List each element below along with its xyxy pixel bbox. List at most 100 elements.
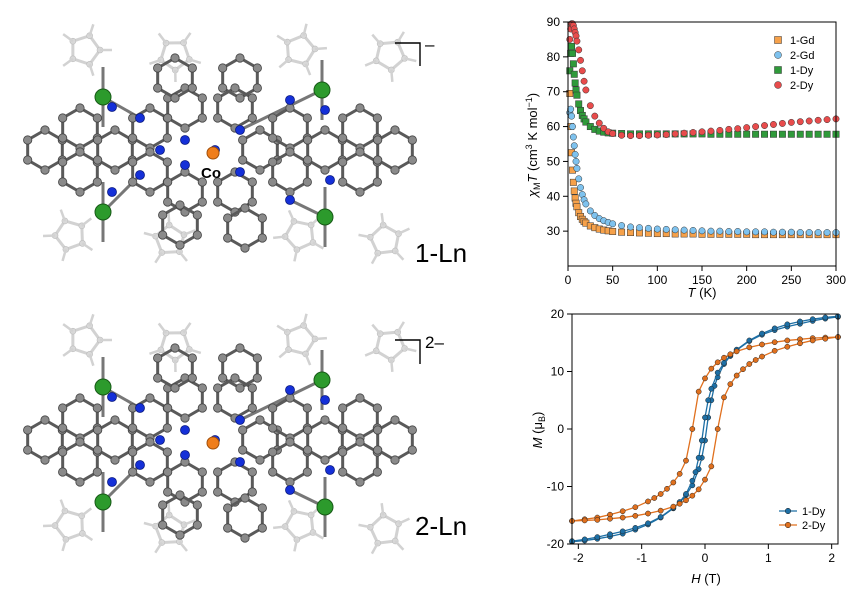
ligand-ring-18-atom-3 — [218, 64, 226, 72]
nitrogen-atom-4 — [181, 426, 190, 435]
nitrogen-atom-7 — [236, 168, 245, 177]
ligand-ring-1 — [63, 108, 98, 148]
chart2-point-2-Dy-descending-12 — [709, 366, 714, 371]
ligand-ring-17-atom-2 — [153, 374, 161, 382]
cp-ring-0-methyl-4 — [90, 24, 94, 35]
chart1-point-2-Gd-2 — [568, 113, 574, 119]
chart2-point-2-Dy-ascending-7 — [658, 508, 663, 513]
ligand-ring-18-atom-1 — [236, 94, 244, 102]
ligand-ring-4-atom-0 — [163, 134, 171, 142]
cp-ring-1-methyl-4 — [184, 323, 191, 333]
cp-ring-4-methyl-2 — [277, 36, 287, 42]
chart2-line-1-Dy-descending — [572, 317, 838, 542]
chart1-point-2-Dy-15 — [592, 113, 598, 119]
chart2-point-2-Dy-ascending-24 — [785, 344, 790, 349]
cp-ring-2-methyl-4 — [82, 508, 91, 515]
chart1-point-1-Dy-37 — [770, 131, 776, 137]
lanthanide-atom-3 — [317, 209, 333, 225]
chart1-legend-label-2-Gd: 2-Gd — [790, 50, 814, 62]
ligand-ring-5-atom-4 — [146, 148, 154, 156]
ligand-ring-20-atom-2 — [223, 524, 231, 532]
chart2-point-2-Dy-descending-24 — [620, 509, 625, 514]
ligand-ring-10-atom-5 — [248, 178, 256, 186]
structure-1-ln — [23, 24, 416, 264]
chart1-point-2-Dy-9 — [576, 47, 582, 53]
cp-ring-2-methyl-0 — [82, 243, 92, 250]
chart2-point-2-Dy-descending-8 — [734, 349, 739, 354]
ligand-ring-11-atom-5 — [303, 404, 311, 412]
chart1-point-2-Dy-8 — [574, 38, 580, 44]
cp-ring-0 — [73, 326, 100, 355]
chart2-point-2-Dy-descending-22 — [645, 499, 650, 504]
ligand-ring-10-atom-3 — [213, 468, 221, 476]
chart2-point-2-Dy-descending-9 — [728, 352, 733, 357]
cp-ring-6-methyl-1 — [273, 237, 285, 238]
nitrogen-atom-10 — [321, 106, 330, 115]
chart1-point-2-Dy-24 — [654, 132, 660, 138]
chart1-point-1-Gd-8 — [574, 204, 580, 210]
ligand-ring-12-atom-4 — [286, 148, 294, 156]
ligand-ring-16-atom-5 — [408, 426, 416, 434]
nitrogen-atom-3 — [108, 188, 117, 197]
chart2-point-2-Dy-ascending-5 — [633, 513, 638, 518]
chart2-point-1-Dy-ascending-7 — [658, 514, 663, 519]
ligand-ring-18-atom-4 — [236, 54, 244, 62]
atom-label-co: Co — [201, 165, 221, 182]
ligand-ring-8-atom-5 — [248, 94, 256, 102]
chart1-ytick-label-50: 50 — [547, 154, 561, 168]
chart1-legend-marker-2-Gd — [775, 52, 782, 59]
chart1-point-2-Dy-32 — [726, 126, 732, 132]
ligand-ring-14-atom-2 — [338, 424, 346, 432]
chart2-point-2-Dy-ascending-23 — [772, 348, 777, 353]
chart2-point-1-Dy-ascending-1 — [582, 537, 587, 542]
ligand-ring-6-atom-1 — [181, 124, 189, 132]
ligand-ring-20-atom-4 — [241, 204, 249, 212]
cp-ring-2-methyl-1 — [63, 249, 66, 261]
ligand-ring-7-atom-3 — [163, 178, 171, 186]
ligand-ring-12-atom-3 — [268, 158, 276, 166]
chart2-point-2-Dy-descending-4 — [785, 338, 790, 343]
ligand-ring-14-atom-5 — [373, 404, 381, 412]
cp-ring-2 — [55, 221, 82, 250]
ligand-ring-0-atom-3 — [23, 136, 31, 144]
chart1-point-2-Gd-5 — [571, 143, 577, 149]
ligand-ring-7 — [168, 462, 203, 502]
chart1-point-2-Dy-37 — [770, 121, 776, 127]
chart1-point-2-Dy-38 — [779, 120, 785, 126]
ligand-ring-3-atom-2 — [93, 156, 101, 164]
chart1-point-2-Dy-43 — [824, 116, 830, 122]
chart2-point-2-Dy-ascending-8 — [671, 504, 676, 509]
ligand-ring-13-atom-3 — [303, 426, 311, 434]
ligand-ring-2-atom-0 — [93, 178, 101, 186]
cp-ring-0-methyl-3 — [63, 324, 73, 331]
ligand-ring-4-atom-4 — [146, 104, 154, 112]
chart1-ytick-label-40: 40 — [547, 189, 561, 203]
ligand-ring-20-atom-1 — [241, 534, 249, 542]
charge-1: – — [425, 35, 435, 54]
chart2-ytick-label-10: 10 — [551, 365, 565, 379]
ligand-ring-12-atom-2 — [268, 178, 276, 186]
chart1-legend-label-1-Dy: 1-Dy — [790, 65, 814, 77]
cp-ring-1-methyl-3 — [159, 323, 166, 333]
ligand-ring-17-atom-1 — [171, 384, 179, 392]
chart2-xtick-label-0: 0 — [702, 551, 709, 565]
ligand-ring-14-atom-5 — [373, 114, 381, 122]
chart2-point-1-Dy-ascending-3 — [607, 532, 612, 537]
ligand-ring-18-atom-5 — [253, 354, 261, 362]
chart1-point-2-Gd-37 — [770, 229, 776, 235]
chart2-point-1-Dy-ascending-17 — [709, 386, 714, 391]
chart1-point-2-Gd-31 — [717, 228, 723, 234]
cp-ring-6-methyl-1 — [273, 527, 285, 528]
chart1-point-1-Gd-5 — [571, 188, 577, 194]
ligand-ring-16-atom-1 — [391, 456, 399, 464]
chart2-point-1-Dy-ascending-11 — [690, 478, 695, 483]
ligand-ring-14-atom-3 — [338, 404, 346, 412]
chart1-point-2-Gd-43 — [824, 229, 830, 235]
chart1-point-2-Dy-26 — [672, 131, 678, 137]
cp-ring-2 — [55, 511, 82, 540]
ligand-ring-6-atom-2 — [163, 114, 171, 122]
chart1-point-1-Dy-35 — [752, 131, 758, 137]
ligand-ring-2-atom-2 — [58, 468, 66, 476]
